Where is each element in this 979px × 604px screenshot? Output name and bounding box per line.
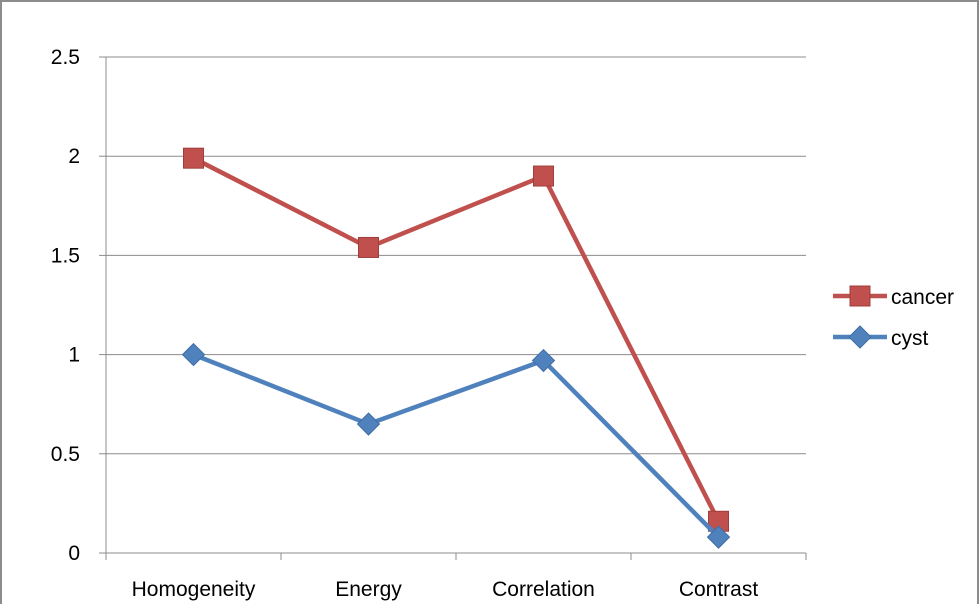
data-point-cyst	[706, 525, 731, 549]
y-tick-label: 1	[68, 344, 80, 367]
legend-item-cyst: cyst	[833, 325, 929, 350]
series-line-cyst	[192, 352, 721, 539]
legend-marker-cyst	[848, 325, 872, 349]
y-tick-label: 1.5	[51, 244, 80, 267]
x-tick-labels: Homogeneity Energy Correlation Contrast	[132, 578, 759, 601]
data-point-cyst	[356, 412, 381, 436]
series-cyst	[181, 342, 731, 549]
data-point-cancer	[358, 236, 379, 258]
series-layer	[181, 147, 731, 549]
legend-marker-cancer	[849, 285, 871, 307]
x-tick-label: Energy	[335, 578, 402, 601]
y-tick-label: 0	[68, 542, 80, 565]
series-cancer	[183, 147, 729, 532]
data-point-cancer	[533, 165, 554, 187]
legend-label-cancer: cancer	[891, 286, 954, 309]
series-line-cancer	[192, 156, 721, 523]
x-tick-label: Correlation	[492, 578, 595, 601]
gridlines	[106, 56, 806, 455]
y-tick-label: 0.5	[51, 443, 80, 466]
data-point-cancer	[183, 147, 204, 169]
legend-item-cancer: cancer	[833, 285, 954, 309]
y-tick-label: 2	[68, 145, 80, 168]
y-tick-label: 2.5	[51, 46, 80, 69]
axes	[99, 56, 807, 560]
legend: cancer cyst	[833, 285, 954, 350]
y-tick-labels: 0 0.5 1 1.5 2 2.5	[51, 46, 80, 565]
data-point-cyst	[531, 348, 556, 373]
x-tick-label: Homogeneity	[132, 578, 256, 601]
data-point-cyst	[181, 342, 206, 367]
legend-label-cyst: cyst	[891, 327, 929, 350]
x-tick-label: Contrast	[679, 578, 759, 601]
